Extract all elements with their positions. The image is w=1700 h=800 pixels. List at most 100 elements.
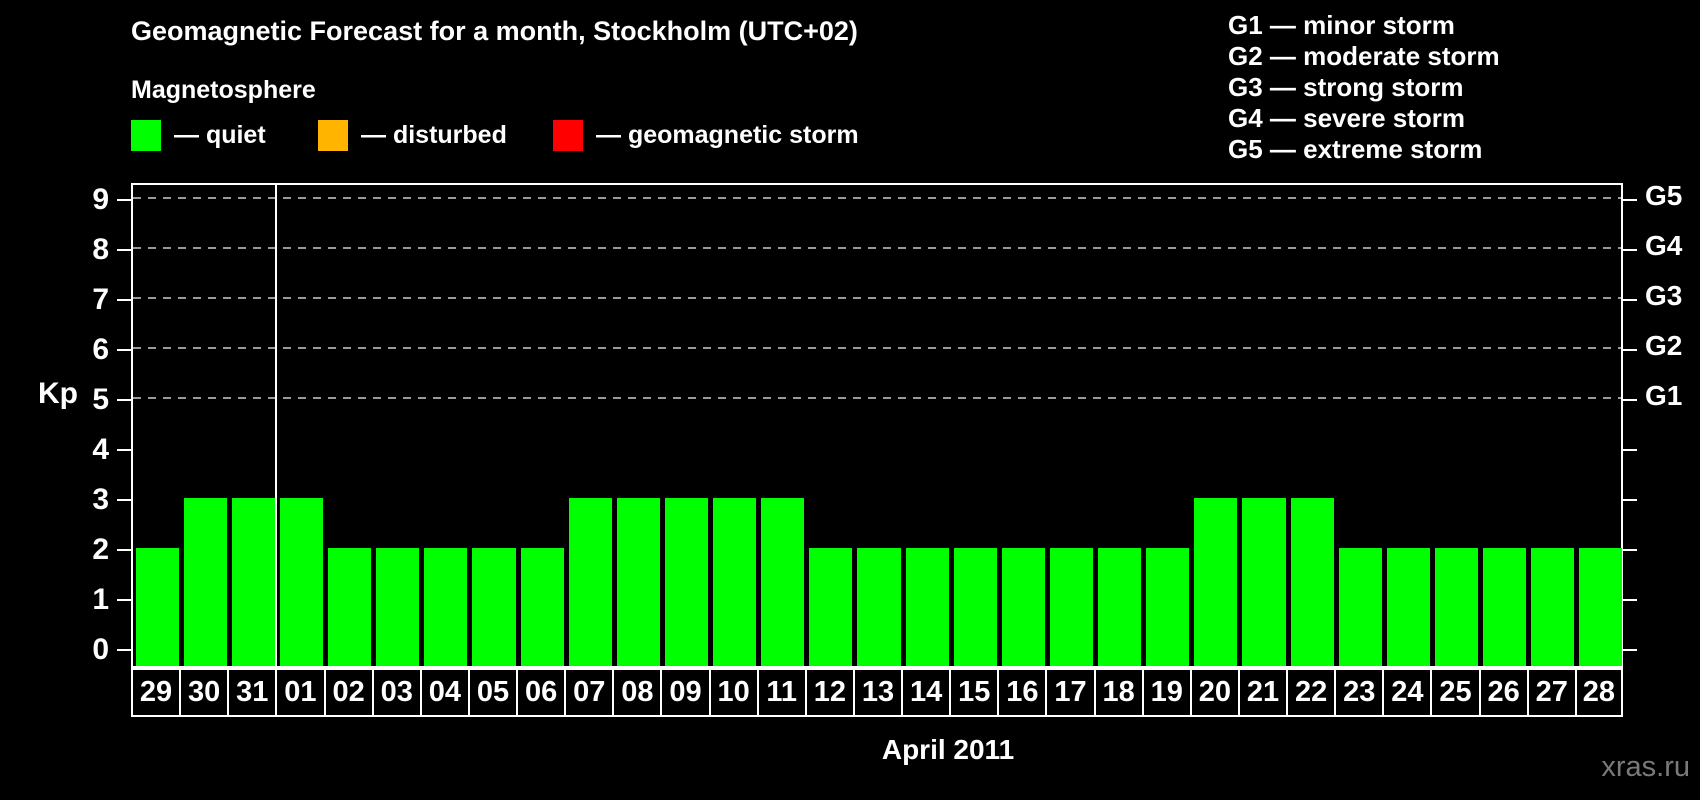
watermark: xras.ru [1601,751,1690,783]
kp-bar [1242,498,1286,666]
y-axis-tick-right [1623,199,1637,201]
y-axis-tick-right [1623,449,1637,451]
kp-bar [472,548,516,666]
y-axis-label: 6 [92,333,109,366]
day-label-cell: 30 [179,668,230,717]
kp-bar [135,548,179,666]
y-axis-tick-right [1623,599,1637,601]
day-label-cell: 15 [949,668,1000,717]
kp-bar [183,498,227,666]
kp-bar [1001,548,1045,666]
y-axis-label: 5 [92,383,109,416]
kp-bar [231,498,275,666]
kp-gridline [133,247,1621,249]
day-label-cell: 08 [612,668,663,717]
y-axis-label: 4 [92,433,109,466]
day-label-cell: 31 [227,668,278,717]
legend-item-disturbed: — disturbed [318,120,507,151]
y-axis-tick-left [117,499,131,501]
day-label-cell: 13 [852,668,904,717]
day-label-cell: 06 [516,668,567,717]
day-label-cell: 16 [997,668,1048,717]
kp-bar [520,548,564,666]
storm-scale-legend-line: G4 — severe storm [1228,103,1466,133]
storm-scale-legend: G1 — minor storm G2 — moderate storm G3 — … [1228,10,1500,165]
kp-bar [1146,548,1190,666]
kp-bar [1386,548,1430,666]
kp-bar [1290,498,1334,666]
day-label-cell: 28 [1574,668,1623,717]
y-axis-tick-left [117,649,131,651]
y-axis-tick-left [117,399,131,401]
kp-gridline [133,197,1621,199]
y-axis-tick-right [1623,349,1637,351]
day-label-cell: 24 [1382,668,1433,717]
y-axis-tick-right [1623,549,1637,551]
day-label-cell: 14 [901,668,952,717]
day-label-cell: 20 [1189,668,1240,717]
kp-bar [568,498,612,666]
legend-item-label: — disturbed [361,121,507,149]
day-label-cell: 09 [660,668,711,717]
kp-bar [279,498,323,666]
day-label-cell: 27 [1526,668,1577,717]
kp-bar [1338,548,1382,666]
storm-scale-legend-line: G2 — moderate storm [1228,41,1500,71]
quiet-color-swatch [131,120,161,151]
page-title: Geomagnetic Forecast for a month, Stockh… [131,16,858,46]
y-axis-label: 1 [92,583,109,616]
magnetosphere-legend-title: Magnetosphere [131,76,316,104]
kp-bar [905,548,949,666]
g-scale-label: G5 [1645,180,1683,211]
kp-gridline [133,297,1621,299]
day-label-cell: 01 [275,668,326,717]
day-label-cell: 25 [1430,668,1481,717]
kp-bar [857,548,901,666]
y-axis-tick-right [1623,649,1637,651]
y-axis-tick-left [117,299,131,301]
kp-bar [1049,548,1094,666]
kp-gridline [133,397,1621,399]
g-scale-label: G1 [1645,380,1683,411]
kp-gridline [133,347,1621,349]
day-label-cell: 23 [1334,668,1385,717]
plot-area [131,183,1623,668]
g-scale-label: G4 [1645,230,1683,261]
kp-bar [1483,548,1527,666]
legend-item-quiet: — quiet [131,120,266,151]
kp-bar [328,548,372,666]
legend-item-storm: — geomagnetic storm [553,120,859,151]
storm-scale-legend-line: G5 — extreme storm [1228,134,1483,164]
kp-bar [1434,548,1479,666]
kp-bar [713,498,757,666]
day-label-cell: 04 [419,668,470,717]
y-axis-label: 7 [92,283,109,316]
day-label-cell: 29 [131,668,182,717]
y-axis-tick-left [117,449,131,451]
legend-item-label: — geomagnetic storm [596,121,859,149]
y-axis-label: 8 [92,233,109,266]
day-label-cell: 07 [564,668,615,717]
kp-bar [1579,548,1623,666]
storm-scale-legend-line: G1 — minor storm [1228,10,1455,40]
day-label-cell: 21 [1237,668,1289,717]
month-label: April 2011 [881,734,1015,765]
y-axis-tick-right [1623,499,1637,501]
y-axis-tick-left [117,199,131,201]
kp-bar [664,498,709,666]
y-axis-label: 3 [92,483,109,516]
day-label-cell: 19 [1141,668,1192,717]
day-label-cell: 05 [467,668,519,717]
day-label-cell: 11 [756,668,807,717]
y-axis-tick-right [1623,399,1637,401]
y-axis-tick-left [117,249,131,251]
day-label-cell: 10 [708,668,759,717]
day-label-cell: 02 [323,668,374,717]
legend-item-label: — quiet [174,121,266,149]
y-axis-tick-left [117,349,131,351]
y-axis-label: 9 [92,183,109,216]
kp-bar [376,548,420,666]
kp-bar [1531,548,1575,666]
kp-bar [761,498,805,666]
